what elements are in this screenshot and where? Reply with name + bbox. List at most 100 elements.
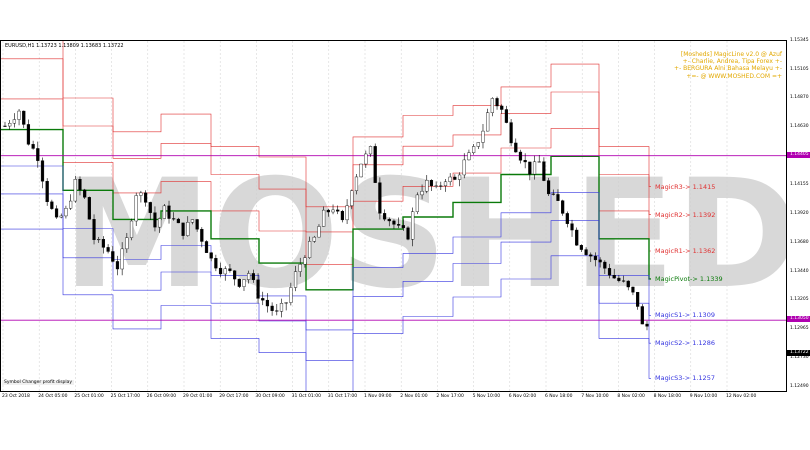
horizontal-lines [1,155,786,321]
candle-body [457,174,462,180]
magic-level-s3-line [1,228,651,391]
candle-body [420,190,424,196]
price-chart[interactable]: MOSHED [1,41,787,392]
candle-body [158,218,162,228]
price-tick-label: 1.14870 [790,95,809,101]
candle-body [617,277,621,281]
candle-body [92,219,96,240]
status-bar: Symbol Changer profit display [2,380,75,385]
candle-body [111,251,115,262]
candle-body [83,189,87,198]
candle-body [106,247,110,252]
level-label: MagicS1-> 1.1309 [655,311,715,320]
candle-body [640,306,644,325]
candle-body [504,109,509,123]
candle-body [69,200,73,209]
candle-body [22,110,26,125]
candle-body [523,160,527,163]
candle-body [397,224,401,226]
candle-body [293,271,298,288]
candle-body [378,182,382,214]
candle-body [354,176,359,191]
level-label: MagicR3-> 1.1415 [655,182,716,191]
time-tick-label: 2 Nov 17:00 [436,394,464,399]
candle-body [528,161,532,175]
price-tick-label: 1.13440 [790,268,809,274]
candle-body [17,110,21,120]
plot-area[interactable]: MOSHED EURUSD,H1 1.13723 1.13809 1.13683… [0,40,787,392]
time-tick-label: 1 Nov 09:00 [364,394,392,399]
candle-body [392,220,396,225]
candle-body [467,152,471,161]
candle-body [546,180,551,195]
candle-body [284,302,288,304]
candle-body [542,161,546,181]
candle-body [162,205,166,219]
chart-window: MOSHED EURUSD,H1 1.13723 1.13809 1.13683… [0,37,810,405]
time-tick-label: 29 Oct 17:00 [219,394,249,399]
candle-body [87,197,91,220]
candle-body [532,161,537,175]
candle-body [331,209,335,213]
candle-body [195,219,199,230]
candle-body [218,267,223,275]
candle-body [64,208,68,217]
price-tick-label: 1.13920 [790,210,809,216]
time-tick-label: 23 Oct 2018 [2,394,30,399]
price-tick-label: 1.15105 [790,66,809,72]
candle-body [97,239,101,241]
candle-body [462,159,466,176]
time-axis[interactable]: 23 Oct 2018 24 Oct 05:00 25 Oct 01:00 25 Oc… [0,392,787,405]
time-tick-label: 30 Oct 09:00 [255,394,285,399]
candle-body [387,218,391,222]
candle-body [153,212,157,228]
candle-body [495,98,499,107]
time-tick-label: 31 Oct 17:00 [327,394,358,399]
candle-body [265,299,270,307]
candle-body [518,151,523,161]
candle-body [631,286,635,293]
candle-body [167,205,171,219]
candle-body [500,105,504,110]
candle-body [3,125,7,127]
candle-body [382,213,387,220]
candle-body [612,275,616,279]
candle-body [247,273,251,280]
candle-body [556,194,560,201]
purple-line-price-tag: 1.14405 [787,151,810,158]
candle-body [373,146,377,183]
candle-body [575,229,579,246]
candle-body [598,259,602,263]
candle-body [486,112,490,132]
candle-body [190,219,195,223]
candle-body [200,229,204,242]
time-tick-label: 29 Oct 01:00 [183,394,213,399]
candle-body [134,195,138,222]
candle-body [289,287,293,303]
candle-body [368,146,373,155]
price-axis[interactable]: 1.153451.151051.148701.146301.143951.141… [787,37,810,392]
time-tick-label: 25 Oct 01:00 [74,394,104,399]
candle-body [551,193,555,195]
candle-body [312,236,316,242]
time-tick-label: 6 Nov 18:00 [545,394,573,399]
candle-body [565,213,569,224]
price-tick-label: 1.15345 [790,37,809,43]
candle-body [307,241,312,258]
candle-body [148,202,152,213]
time-tick-label: 12 Nov 02:00 [726,394,757,399]
candle-body [401,225,405,229]
candle-body [607,268,612,276]
candle-body [186,222,190,236]
level-label: MagicS3-> 1.1257 [655,374,715,383]
candle-body [181,222,185,236]
candle-body [256,279,260,299]
price-tick-label: 1.12965 [790,326,809,332]
candle-body [415,194,419,212]
price-tick-label: 1.12490 [790,384,809,390]
candle-body [45,181,49,203]
candle-body [270,305,274,311]
level-label: MagicPivot-> 1.1339 [655,274,723,283]
time-tick-label: 25 Oct 17:00 [110,394,140,399]
candle-body [54,208,59,218]
